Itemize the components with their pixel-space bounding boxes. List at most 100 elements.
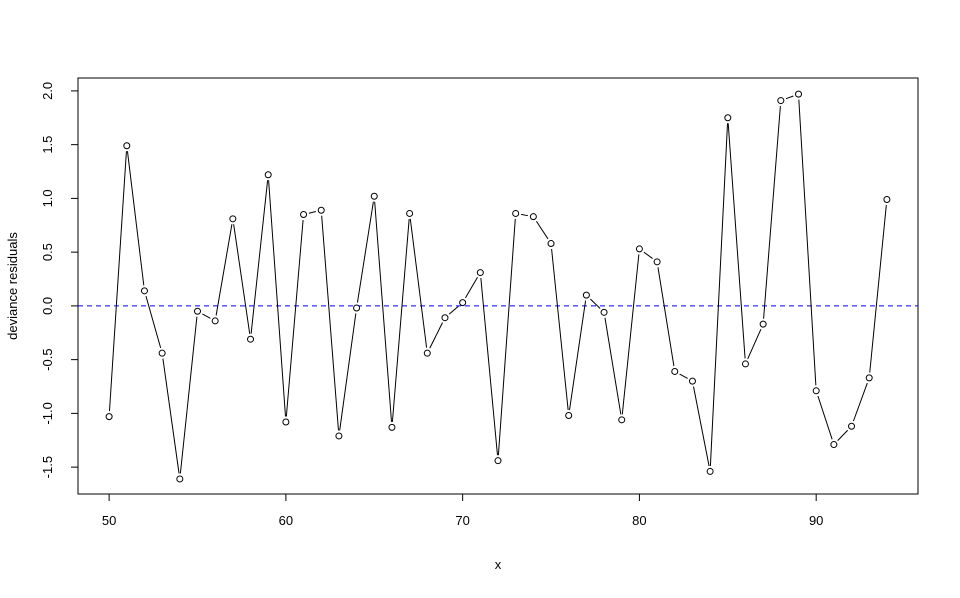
series-segment [321, 215, 339, 431]
series-segment [869, 204, 887, 373]
x-tick-label: 90 [809, 513, 823, 528]
series-segment [429, 322, 443, 349]
series-segment [679, 373, 688, 379]
data-point [459, 299, 467, 307]
series-segment [285, 219, 304, 417]
data-point [600, 308, 608, 316]
data-point [565, 412, 573, 420]
series-segment [604, 317, 622, 415]
x-axis: 50 60 70 80 90 [102, 493, 823, 528]
data-point [406, 209, 414, 217]
x-tick-label: 60 [279, 513, 293, 528]
series-segment [308, 211, 317, 214]
data-point [423, 349, 431, 357]
series-segment [448, 305, 459, 315]
data-point [176, 475, 184, 483]
series-segment [798, 99, 817, 386]
series-segment [817, 395, 833, 440]
series-segment [693, 386, 710, 467]
data-point [741, 360, 749, 368]
data-point [476, 269, 484, 277]
data-point [388, 423, 396, 431]
x-tick-label: 70 [455, 513, 469, 528]
data-point [211, 317, 219, 325]
y-tick-label: 1.5 [40, 136, 55, 154]
data-point [688, 377, 696, 385]
series-segment [202, 313, 211, 319]
series-segment [535, 220, 549, 240]
data-point [848, 422, 856, 430]
data-point [264, 171, 272, 179]
x-axis-label: x [495, 557, 502, 572]
series-segment [215, 224, 233, 316]
series-segment [497, 218, 516, 456]
series-segment [747, 328, 762, 360]
x-tick-label: 50 [102, 513, 116, 528]
series-segment [391, 218, 410, 422]
series-segment [108, 151, 127, 412]
data-point [229, 215, 237, 223]
data-point [370, 192, 378, 200]
data-point [512, 209, 520, 217]
series-segment [763, 106, 781, 319]
data-point [618, 416, 626, 424]
y-tick-label: -0.5 [40, 348, 55, 370]
data-point [441, 314, 449, 322]
data-point [353, 304, 361, 312]
data-point [865, 374, 873, 382]
data-point [671, 367, 679, 375]
data-point [529, 213, 537, 221]
data-point [547, 240, 555, 248]
series-segment [852, 382, 868, 422]
y-tick-label: 1.0 [40, 189, 55, 207]
series-segment [126, 151, 145, 286]
data-point [812, 387, 820, 395]
data-point [777, 97, 785, 105]
series-segment [162, 358, 180, 474]
series-segment [621, 254, 640, 415]
data-point [706, 467, 714, 475]
y-tick-label: -1.5 [40, 456, 55, 478]
y-tick-label: 2.0 [40, 82, 55, 100]
series-segment [409, 218, 428, 348]
data-point [335, 432, 343, 440]
series-segment [374, 201, 393, 422]
data-point [582, 291, 590, 299]
series-segment [643, 251, 653, 259]
series-segment [465, 277, 478, 299]
series-segment [785, 95, 794, 100]
series-points [105, 90, 891, 483]
data-point [300, 211, 308, 219]
series-segment [145, 295, 162, 349]
data-point [795, 90, 803, 98]
series-segment [268, 180, 286, 417]
series-segment [339, 313, 357, 431]
series-segment [837, 429, 849, 441]
data-point [140, 287, 148, 295]
series-segment [709, 123, 729, 466]
data-point [105, 413, 113, 421]
data-point [759, 320, 767, 328]
series-segment [589, 298, 601, 309]
data-point [247, 335, 255, 343]
series-segment [356, 201, 374, 303]
series-segment [727, 123, 746, 359]
data-point [653, 258, 661, 266]
x-tick-label: 80 [632, 513, 646, 528]
series-segment [233, 224, 251, 334]
y-tick-label: -1.0 [40, 402, 55, 424]
series-segment [569, 300, 587, 411]
data-point [724, 114, 732, 122]
y-tick-label: 0.0 [40, 297, 55, 315]
series-segment [520, 213, 529, 217]
y-axis-label: deviance residuals [5, 232, 20, 340]
y-tick-label: 0.5 [40, 243, 55, 261]
series-segment [250, 180, 269, 334]
data-point [158, 349, 166, 357]
data-point [193, 307, 201, 315]
data-point [883, 195, 891, 203]
series-segment [657, 267, 675, 367]
data-point [494, 457, 502, 465]
series-segment [551, 248, 569, 411]
